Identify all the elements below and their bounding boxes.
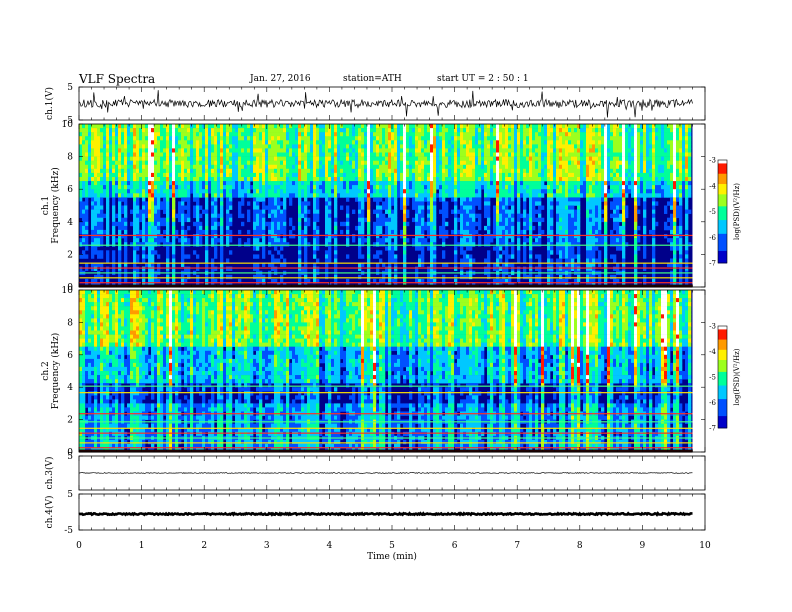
ch2-spectrogram-colorbar-tick-2: -5 [709, 374, 716, 382]
ch2-spectrogram-colorbar [717, 325, 728, 429]
ch3-ylabel: ch.3(V) [44, 457, 55, 490]
ch1-spectrogram-colorbar-tick-4: -7 [709, 260, 716, 268]
ch1-spectrogram-colorbar-tick-1: -4 [709, 182, 716, 190]
start-time-label: start UT = 2 : 50 : 1 [437, 74, 529, 84]
ch1-spectrogram-ytick-4: 8 [67, 153, 73, 163]
ch2-spectrogram-colorbar-tick-1: -4 [709, 348, 716, 356]
ch2-spectrogram-ytick-1: 2 [67, 416, 73, 426]
chart-title: VLF Spectra [79, 72, 156, 86]
ch1-spectrogram-colorbar-label: log(PSD)(V²/Hz) [733, 183, 741, 240]
ch1-spectrogram-colorbar-tick-3: -6 [709, 234, 716, 242]
ch2-spectrogram-ytick-3: 6 [67, 351, 73, 361]
ch1-spectrogram-ytick-2: 4 [67, 218, 73, 228]
ch2-spectrogram-colorbar-label: log(PSD)(V²/Hz) [733, 348, 741, 405]
xtick-0: 0 [76, 541, 82, 551]
ch1-trace [78, 90, 693, 118]
xtick-5: 5 [389, 541, 395, 551]
ch2-spectrogram-ylabel-2: Frequency (kHz) [50, 333, 61, 410]
ch2-spectrogram-ytick-4: 8 [67, 318, 73, 328]
xtick-3: 3 [264, 541, 270, 551]
ch3-trace [78, 472, 693, 474]
xtick-8: 8 [577, 541, 583, 551]
ch1-spectrogram-ytick-5: 10 [62, 120, 74, 130]
ch2-spectrogram-ytick-2: 4 [67, 383, 73, 393]
ch4-frame [78, 493, 706, 531]
ch2-spectrogram-colorbar-tick-4: -7 [709, 425, 716, 433]
station-label: station=ATH [343, 74, 402, 84]
ch2-spectrogram-colorbar-tick-0: -3 [709, 323, 716, 331]
ch1-spectrogram-ytick-0: 0 [67, 283, 73, 293]
ch1-spectrogram-colorbar-tick-0: -3 [709, 157, 716, 165]
ch1-spectrogram-colorbar-tick-2: -5 [709, 208, 716, 216]
ch2-spectrogram-ytick-5: 10 [62, 286, 74, 296]
ch1-spectrogram-ytick-1: 2 [67, 250, 73, 260]
xtick-1: 1 [139, 541, 145, 551]
ch1-spectrogram-ylabel-2: Frequency (kHz) [50, 167, 61, 244]
ch1-ytick-1: -5 [64, 116, 73, 126]
x-axis-label: Time (min) [367, 551, 417, 562]
ch1-spectrogram-colorbar [717, 159, 728, 264]
ch1-spectrogram-ylabel: ch.1 [41, 196, 51, 215]
ch4-ytick-1: -5 [64, 526, 73, 536]
xtick-6: 6 [452, 541, 458, 551]
ch3-ytick-0: 5 [67, 452, 73, 462]
ch4-ytick-0: 5 [67, 490, 73, 500]
ch4-ylabel: ch.4(V) [44, 496, 55, 529]
xtick-10: 10 [699, 541, 711, 551]
xtick-9: 9 [640, 541, 646, 551]
ch2-spectrogram-ylabel: ch.2 [41, 361, 51, 380]
xtick-4: 4 [327, 541, 333, 551]
xtick-2: 2 [201, 541, 207, 551]
ch1-spectrogram-ytick-3: 6 [67, 185, 73, 195]
ch2-spectrogram-ytick-0: 0 [67, 448, 73, 458]
ch2-spectrogram-colorbar-tick-3: -6 [709, 399, 716, 407]
xtick-7: 7 [514, 541, 520, 551]
ch1-ylabel: ch.1(V) [44, 87, 55, 120]
ch4-trace [78, 511, 693, 517]
ch2-spectrogram-image [79, 290, 693, 453]
ch1-ytick-0: 5 [67, 83, 73, 93]
ch1-spectrogram-image [79, 124, 693, 288]
date-label: Jan. 27, 2016 [250, 74, 311, 84]
